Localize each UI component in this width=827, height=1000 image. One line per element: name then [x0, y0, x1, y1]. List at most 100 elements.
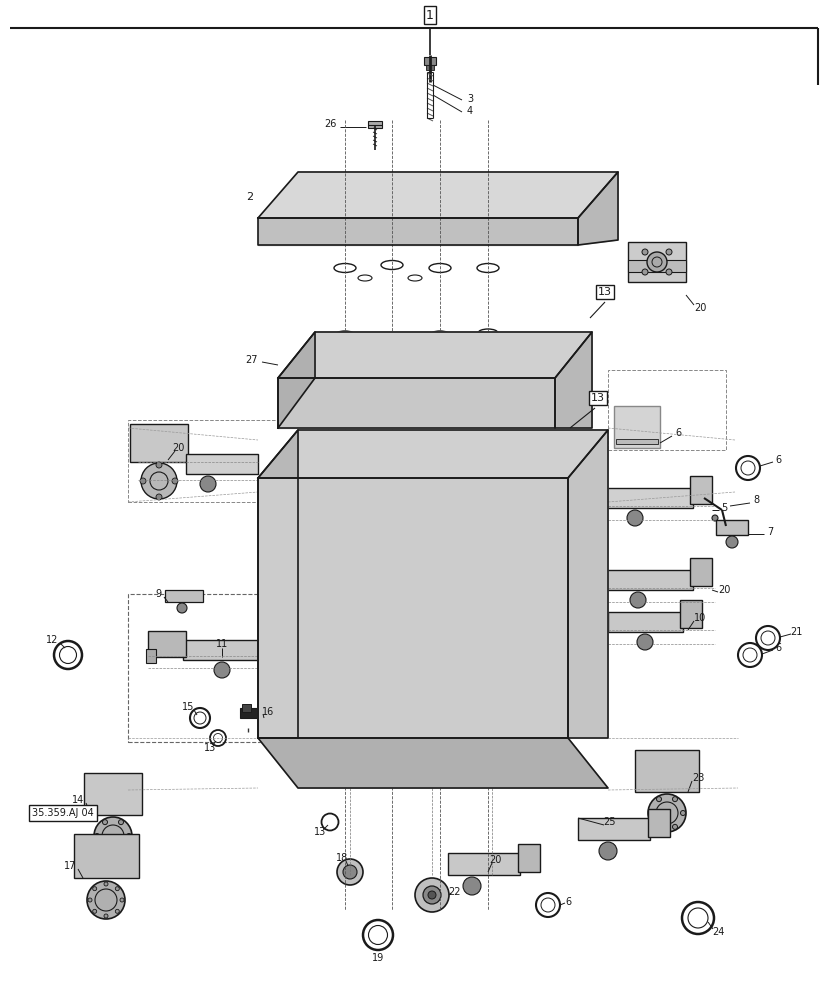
- Circle shape: [115, 909, 119, 913]
- Polygon shape: [577, 172, 617, 245]
- Text: 6: 6: [674, 428, 681, 438]
- Bar: [447, 853, 519, 875]
- Circle shape: [462, 877, 480, 895]
- Bar: [689, 476, 711, 504]
- Circle shape: [598, 842, 616, 860]
- Circle shape: [93, 887, 97, 891]
- Circle shape: [141, 463, 177, 499]
- Bar: [597, 570, 692, 590]
- Polygon shape: [258, 172, 617, 218]
- Bar: [425, 65, 433, 70]
- Circle shape: [656, 824, 661, 829]
- Text: 12: 12: [45, 635, 58, 645]
- Circle shape: [118, 847, 123, 852]
- Bar: [240, 708, 264, 718]
- Circle shape: [641, 249, 648, 255]
- Polygon shape: [278, 378, 554, 428]
- Circle shape: [115, 887, 119, 891]
- Circle shape: [87, 881, 125, 919]
- Text: 14: 14: [72, 795, 84, 805]
- Text: 19: 19: [371, 953, 384, 963]
- Bar: [165, 590, 203, 602]
- Bar: [84, 773, 141, 815]
- Bar: [146, 649, 155, 663]
- Circle shape: [172, 478, 178, 484]
- Text: 26: 26: [323, 119, 336, 129]
- Bar: [607, 370, 725, 450]
- Text: 13: 13: [203, 743, 216, 753]
- Circle shape: [428, 891, 436, 899]
- Text: 3: 3: [466, 94, 472, 104]
- Text: 11: 11: [216, 639, 228, 649]
- Circle shape: [155, 462, 162, 468]
- Bar: [183, 640, 258, 660]
- Text: 35.359.AJ 04: 35.359.AJ 04: [32, 808, 93, 818]
- Text: 4: 4: [466, 106, 472, 116]
- Circle shape: [177, 603, 187, 613]
- Text: 21: 21: [789, 627, 801, 637]
- Circle shape: [648, 794, 686, 832]
- Circle shape: [680, 810, 685, 815]
- Text: 7: 7: [766, 527, 772, 537]
- Circle shape: [711, 515, 717, 521]
- Circle shape: [725, 536, 737, 548]
- Circle shape: [94, 817, 131, 855]
- Circle shape: [672, 797, 676, 802]
- Circle shape: [636, 634, 653, 650]
- Bar: [615, 439, 657, 444]
- Circle shape: [88, 898, 92, 902]
- Polygon shape: [258, 478, 567, 738]
- Text: 13: 13: [597, 287, 611, 297]
- Text: 8: 8: [752, 495, 758, 505]
- Text: 6: 6: [564, 897, 571, 907]
- Circle shape: [104, 882, 108, 886]
- Circle shape: [140, 478, 146, 484]
- Text: 6: 6: [774, 455, 780, 465]
- Circle shape: [120, 898, 124, 902]
- Circle shape: [423, 886, 441, 904]
- Text: 13: 13: [590, 393, 605, 403]
- Bar: [627, 260, 686, 272]
- Circle shape: [103, 847, 108, 852]
- Bar: [367, 121, 381, 128]
- Text: 23: 23: [691, 773, 703, 783]
- Bar: [186, 454, 258, 474]
- Circle shape: [641, 269, 648, 275]
- Polygon shape: [258, 430, 607, 478]
- Polygon shape: [258, 738, 607, 788]
- Text: 17: 17: [64, 861, 76, 871]
- Polygon shape: [278, 332, 314, 428]
- Bar: [607, 612, 682, 632]
- Text: 20: 20: [693, 303, 705, 313]
- Circle shape: [672, 824, 676, 829]
- Bar: [614, 406, 659, 448]
- Circle shape: [337, 859, 362, 885]
- Circle shape: [665, 249, 672, 255]
- Text: 18: 18: [336, 853, 347, 863]
- Bar: [689, 558, 711, 586]
- Polygon shape: [554, 332, 591, 428]
- Text: 27: 27: [246, 355, 258, 365]
- Bar: [148, 631, 186, 657]
- Text: 20: 20: [717, 585, 729, 595]
- Bar: [130, 424, 188, 462]
- Text: 16: 16: [261, 707, 274, 717]
- Bar: [634, 750, 698, 792]
- Bar: [627, 242, 686, 282]
- Bar: [679, 600, 701, 628]
- Bar: [128, 594, 327, 742]
- Text: 9: 9: [155, 589, 161, 599]
- Bar: [128, 420, 327, 502]
- Circle shape: [155, 494, 162, 500]
- Circle shape: [103, 820, 108, 825]
- Bar: [518, 844, 539, 872]
- Text: 25: 25: [603, 817, 615, 827]
- Circle shape: [93, 909, 97, 913]
- Text: 22: 22: [448, 887, 461, 897]
- Bar: [715, 520, 747, 535]
- Text: 5: 5: [720, 503, 726, 513]
- Circle shape: [665, 269, 672, 275]
- Circle shape: [626, 510, 643, 526]
- Bar: [241, 704, 251, 712]
- Text: 6: 6: [774, 643, 780, 653]
